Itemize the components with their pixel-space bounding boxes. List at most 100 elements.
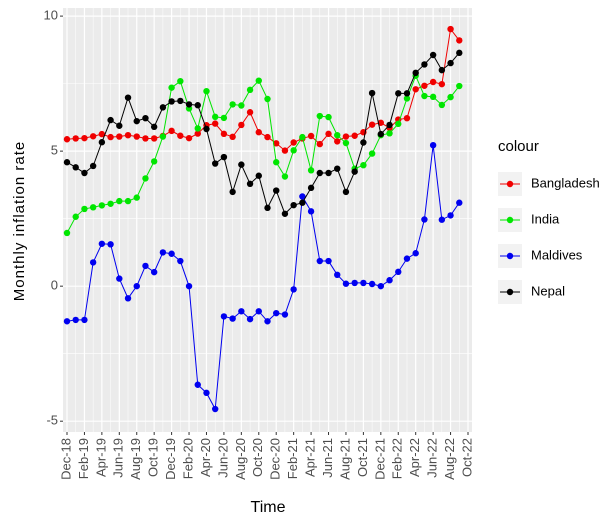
x-tick-label: Aug-19 <box>128 438 143 480</box>
data-point <box>342 280 350 287</box>
data-point <box>447 25 454 33</box>
data-point <box>316 140 324 148</box>
legend-key-point <box>506 252 514 260</box>
data-point <box>142 135 149 142</box>
data-point <box>229 133 236 141</box>
data-point <box>246 180 254 188</box>
data-point <box>325 257 332 265</box>
data-point <box>133 133 140 140</box>
y-tick-label: 5 <box>51 143 58 158</box>
data-point <box>429 78 437 86</box>
data-point <box>316 112 324 120</box>
data-point <box>421 82 428 89</box>
data-point <box>133 282 140 290</box>
data-point <box>246 315 254 323</box>
data-point <box>273 159 280 166</box>
data-point <box>325 130 332 138</box>
data-point <box>133 194 140 201</box>
data-point <box>203 389 210 397</box>
data-point <box>386 121 393 129</box>
data-point <box>238 308 245 315</box>
data-point <box>63 318 71 325</box>
data-point <box>447 93 454 101</box>
data-point <box>124 295 132 302</box>
data-point <box>438 80 446 88</box>
data-point <box>238 102 245 109</box>
data-point <box>124 197 132 205</box>
data-point <box>334 132 341 139</box>
data-point <box>81 134 88 142</box>
data-point <box>273 309 280 317</box>
data-point <box>290 147 297 154</box>
data-point <box>89 204 97 211</box>
data-point <box>377 282 385 290</box>
x-tick-label: Dec-19 <box>163 438 178 480</box>
data-point <box>177 132 184 139</box>
data-point <box>429 93 437 101</box>
data-point <box>273 187 280 194</box>
data-point <box>238 121 245 129</box>
data-point <box>368 121 376 128</box>
series-line <box>66 145 460 411</box>
x-tick-label: Aug-20 <box>233 438 248 480</box>
data-point <box>299 133 306 141</box>
x-tick-label: Jun-20 <box>215 438 230 478</box>
data-point <box>255 172 262 179</box>
data-point <box>107 116 114 124</box>
data-point <box>403 90 411 97</box>
series <box>63 49 463 217</box>
data-point <box>150 268 158 276</box>
data-point <box>159 249 167 256</box>
data-point <box>377 130 385 138</box>
data-point <box>72 316 79 324</box>
x-tick-label: Aug-22 <box>442 438 457 480</box>
data-point <box>264 95 271 103</box>
x-tick-label: Dec-21 <box>372 438 387 480</box>
data-point <box>220 114 228 122</box>
data-point <box>150 135 158 142</box>
data-point <box>203 125 210 133</box>
data-point <box>255 308 262 315</box>
series-line <box>66 52 460 215</box>
data-point <box>168 84 175 91</box>
data-point <box>316 169 324 177</box>
data-point <box>264 133 271 141</box>
legend-key-point <box>506 180 514 188</box>
data-point <box>168 98 175 105</box>
data-point <box>194 102 201 109</box>
data-point <box>334 165 341 172</box>
data-point <box>281 311 289 318</box>
data-point <box>246 86 254 94</box>
legend-label: Nepal <box>531 283 565 298</box>
data-point <box>72 135 79 142</box>
data-point <box>107 200 114 207</box>
series <box>63 25 463 154</box>
data-point <box>116 197 123 205</box>
data-point <box>211 160 219 167</box>
data-point <box>438 66 446 74</box>
data-point <box>177 257 184 265</box>
data-point <box>63 136 71 143</box>
data-point <box>229 101 236 108</box>
series-line <box>66 74 460 234</box>
data-point <box>255 129 262 136</box>
data-point <box>342 139 350 147</box>
x-tick-label: Aug-21 <box>337 438 352 480</box>
data-point <box>116 122 123 129</box>
data-point <box>403 255 411 262</box>
data-point <box>360 139 367 146</box>
data-point <box>412 86 419 93</box>
data-point <box>281 173 289 180</box>
x-tick-label: Oct-21 <box>355 438 370 477</box>
legend-key-point <box>506 216 514 224</box>
data-point <box>299 199 306 206</box>
data-point <box>342 133 350 140</box>
data-point <box>177 97 184 105</box>
data-point <box>185 101 193 108</box>
data-point <box>421 216 428 223</box>
data-point <box>360 279 367 287</box>
data-point <box>368 89 376 97</box>
data-point <box>63 159 71 166</box>
